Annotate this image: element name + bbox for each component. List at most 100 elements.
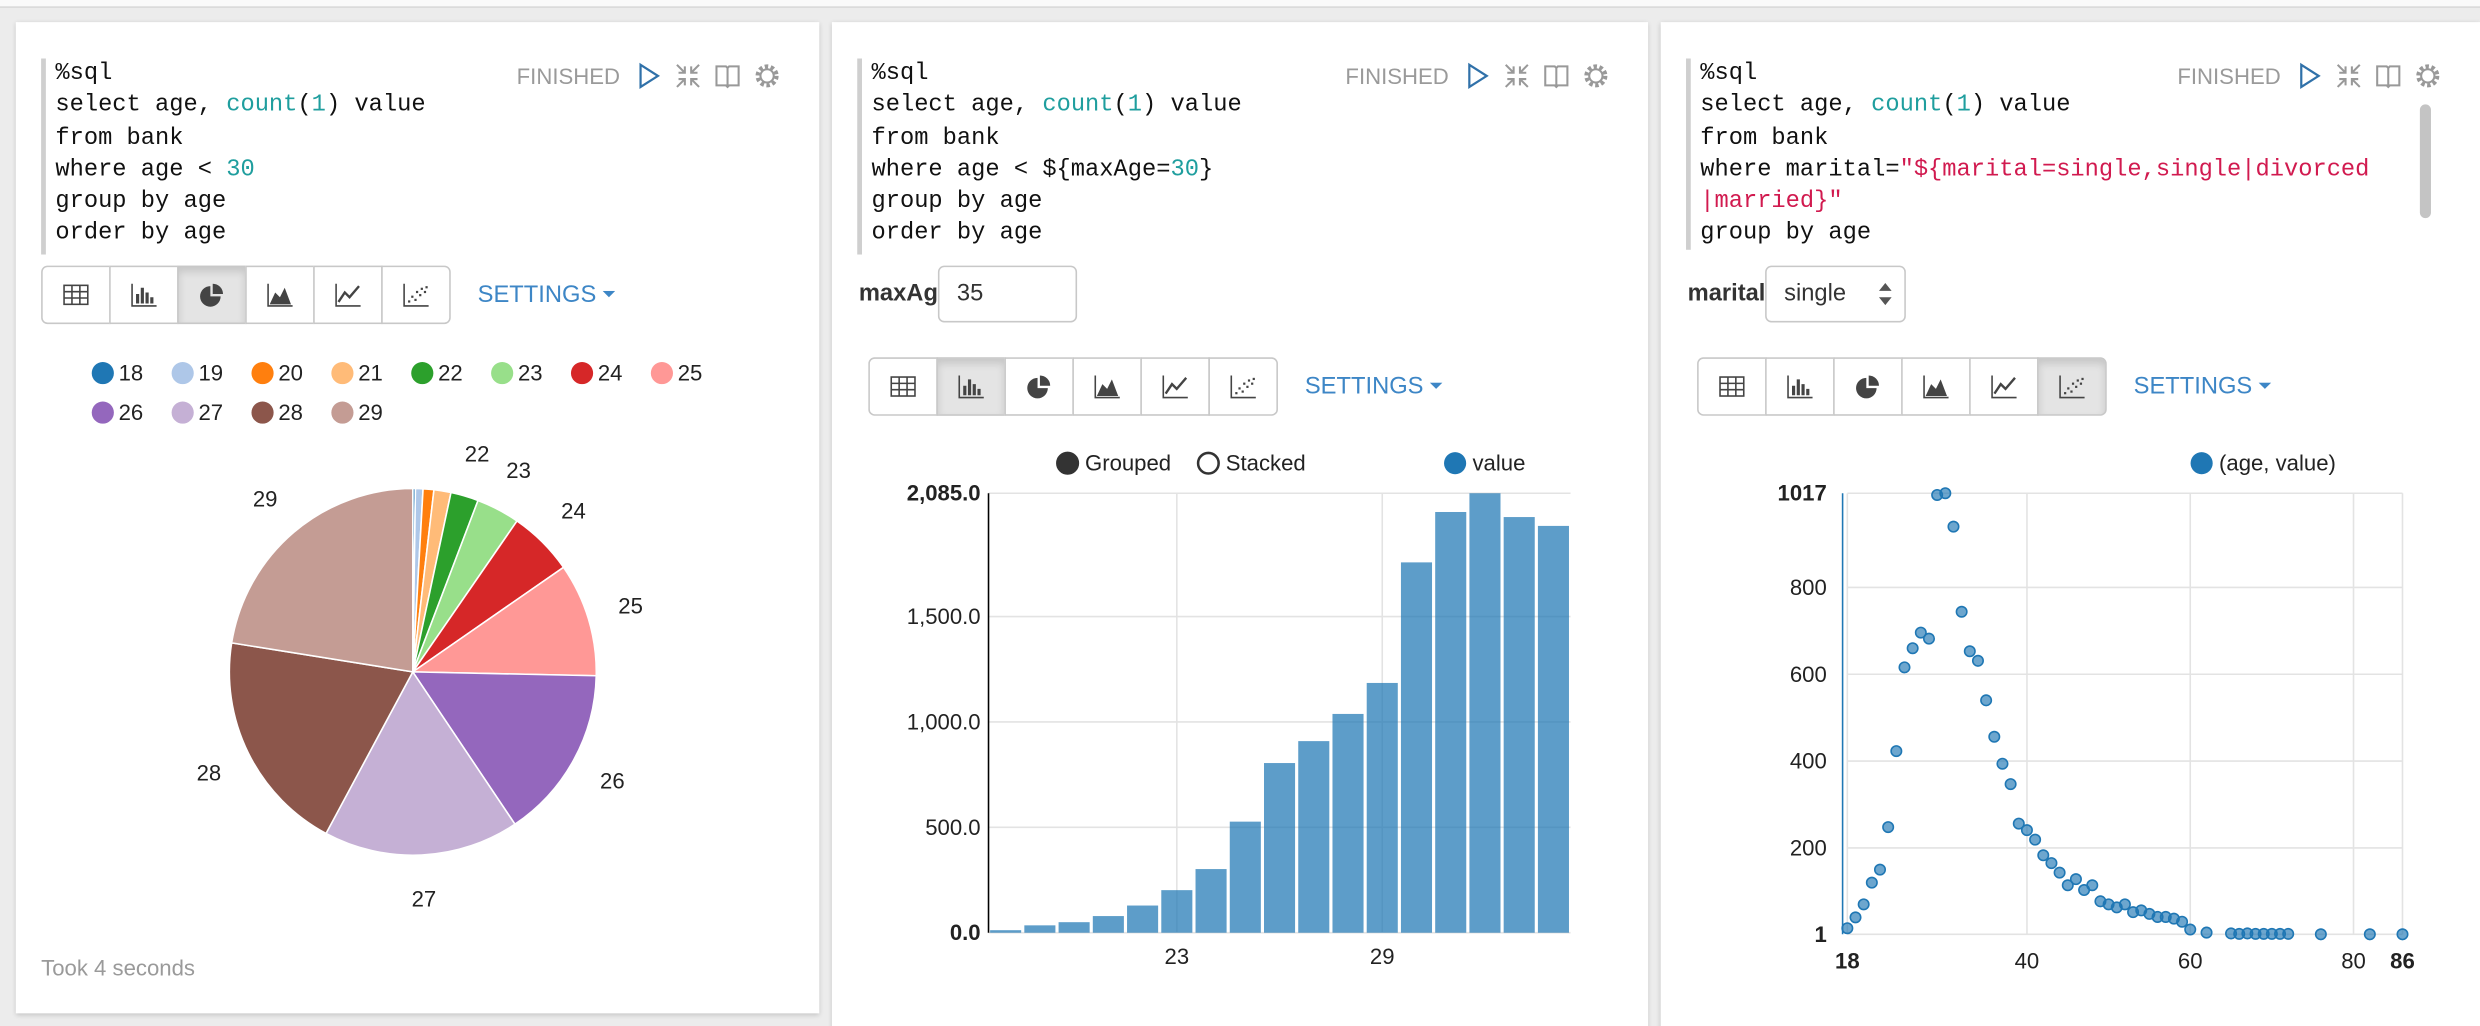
code-line: where age < 30 bbox=[55, 155, 795, 187]
chart-type-button[interactable] bbox=[1765, 357, 1835, 416]
chart-type-button[interactable] bbox=[313, 265, 383, 325]
glyph bbox=[1230, 375, 1256, 399]
glyph bbox=[415, 290, 419, 294]
glyph bbox=[267, 283, 293, 307]
glyph bbox=[1027, 377, 1048, 399]
paragraph-action[interactable] bbox=[753, 62, 781, 90]
glyph bbox=[2064, 392, 2067, 395]
chart-type-button[interactable] bbox=[41, 265, 111, 325]
glyph bbox=[411, 295, 414, 298]
chart-type-button[interactable] bbox=[1969, 357, 2039, 416]
paragraph-action[interactable] bbox=[1503, 62, 1531, 90]
chart-type-button[interactable] bbox=[936, 357, 1006, 416]
glyph bbox=[1504, 78, 1515, 88]
status-bar: FINISHED bbox=[517, 62, 782, 90]
text-input[interactable]: 35 bbox=[937, 265, 1078, 323]
select[interactable]: single bbox=[1765, 265, 1906, 323]
icon bbox=[1787, 375, 1813, 399]
status-bar: FINISHED bbox=[2177, 62, 2442, 90]
code-token: order by age bbox=[55, 220, 227, 248]
select-arrows bbox=[1878, 282, 1892, 306]
settings-toggle[interactable]: SETTINGS bbox=[478, 278, 616, 310]
paragraph-action[interactable] bbox=[2334, 62, 2362, 90]
chart-type-button[interactable] bbox=[1004, 357, 1074, 416]
icon bbox=[890, 376, 916, 397]
paragraph-action[interactable] bbox=[634, 62, 662, 90]
paragraph-action[interactable] bbox=[1582, 62, 1610, 90]
paragraph-action[interactable] bbox=[2374, 62, 2402, 90]
chart-type-button[interactable] bbox=[1697, 357, 1767, 416]
code-line: order by age bbox=[871, 219, 1624, 251]
caret bbox=[602, 290, 616, 297]
code-line: from bank bbox=[871, 123, 1624, 155]
glyph bbox=[2350, 78, 2361, 88]
code-token: 30 bbox=[1170, 156, 1199, 184]
caret bbox=[1429, 381, 1443, 389]
chart-type-button[interactable] bbox=[868, 357, 938, 416]
code-token: 30 bbox=[226, 156, 255, 184]
chart-type-button[interactable] bbox=[1901, 357, 1971, 416]
glyph bbox=[1243, 382, 1246, 385]
glyph bbox=[1468, 62, 1489, 89]
icon bbox=[958, 375, 984, 399]
icon bbox=[335, 283, 361, 307]
chart-type-button[interactable] bbox=[1833, 357, 1903, 416]
chart-toolbar bbox=[868, 357, 1278, 416]
glyph bbox=[890, 376, 916, 397]
glyph bbox=[1544, 65, 1569, 89]
code-line: select age, count(1) value bbox=[871, 91, 1624, 123]
code-editor: %sql select age, count(1) value from bank w… bbox=[41, 58, 795, 255]
glyph bbox=[1991, 375, 2017, 399]
code-token: 1 bbox=[311, 92, 326, 120]
icon bbox=[63, 284, 89, 306]
glyph bbox=[1094, 375, 1120, 399]
icon bbox=[1094, 375, 1120, 399]
chart-type-button[interactable] bbox=[109, 265, 179, 325]
icon bbox=[1923, 375, 1949, 399]
glyph bbox=[2076, 379, 2079, 382]
glyph bbox=[676, 78, 686, 88]
glyph bbox=[1993, 377, 2016, 395]
glyph bbox=[1251, 382, 1254, 385]
code-line: where marital="${marital=single,single|d… bbox=[1700, 155, 2456, 187]
chart-type-button[interactable] bbox=[2037, 357, 2107, 416]
paragraph-action[interactable] bbox=[674, 62, 702, 90]
glyph bbox=[425, 286, 428, 289]
glyph bbox=[2420, 68, 2436, 84]
paragraph: %sql select age, count(1) value from bank w… bbox=[15, 22, 820, 1014]
paragraph-action[interactable] bbox=[1463, 62, 1491, 90]
chart-type-button[interactable] bbox=[1208, 357, 1278, 416]
glyph bbox=[1246, 385, 1249, 388]
chart-type-button[interactable] bbox=[1072, 357, 1142, 416]
code-line: from bank bbox=[1700, 123, 2456, 155]
chart-type-button[interactable] bbox=[245, 265, 315, 325]
chart-type-button[interactable] bbox=[381, 265, 451, 325]
glyph bbox=[759, 68, 775, 84]
status: FINISHED bbox=[2177, 63, 2281, 89]
code-token: select age, bbox=[1700, 92, 1872, 120]
paragraph-action[interactable] bbox=[713, 62, 741, 90]
paragraph-action[interactable] bbox=[2295, 62, 2323, 90]
code-line: %sql bbox=[55, 58, 795, 90]
settings-toggle[interactable]: SETTINGS bbox=[1305, 370, 1443, 402]
glyph bbox=[1868, 375, 1879, 386]
code-token: 1 bbox=[1127, 92, 1143, 120]
paragraph-action[interactable] bbox=[1542, 62, 1570, 90]
glyph bbox=[1787, 375, 1813, 399]
top-bar bbox=[0, 0, 2480, 8]
code-token: where age < ${maxAge= bbox=[871, 156, 1171, 184]
status: FINISHED bbox=[1345, 63, 1449, 89]
chart-type-button[interactable] bbox=[177, 265, 247, 325]
icon bbox=[403, 283, 429, 307]
icon bbox=[200, 283, 224, 307]
code-token: ( bbox=[1113, 92, 1128, 120]
chart-type-button[interactable] bbox=[1140, 357, 1210, 416]
settings-toggle[interactable]: SETTINGS bbox=[2134, 370, 2272, 402]
code-token: } bbox=[1198, 156, 1214, 184]
glyph bbox=[690, 78, 700, 88]
settings-label: SETTINGS bbox=[1304, 372, 1424, 400]
glyph bbox=[1518, 78, 1529, 88]
glyph bbox=[1039, 375, 1051, 386]
paragraph-action[interactable] bbox=[2414, 62, 2442, 90]
caret bbox=[2258, 381, 2272, 389]
